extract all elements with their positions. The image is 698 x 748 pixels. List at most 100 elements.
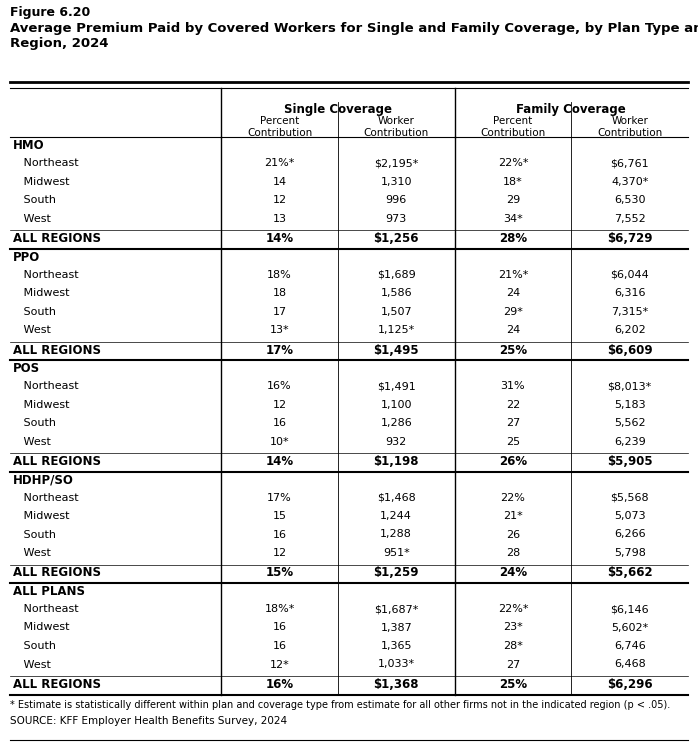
Text: 6,468: 6,468 [614,660,646,669]
Text: 18: 18 [272,288,287,298]
Text: $1,198: $1,198 [373,455,419,468]
Text: West: West [13,213,51,224]
Text: $2,195*: $2,195* [374,158,418,168]
Text: 1,310: 1,310 [380,177,412,186]
Text: Northeast: Northeast [13,492,79,503]
Text: 13: 13 [272,213,287,224]
Text: 16%: 16% [265,678,294,691]
Text: West: West [13,437,51,447]
Text: Midwest: Midwest [13,399,70,409]
Text: Midwest: Midwest [13,622,70,633]
Text: 12: 12 [272,195,287,205]
Text: 12*: 12* [269,660,290,669]
Text: South: South [13,641,56,651]
Text: 1,033*: 1,033* [378,660,415,669]
Text: PPO: PPO [13,251,40,263]
Text: $1,495: $1,495 [373,343,419,357]
Text: ALL PLANS: ALL PLANS [13,585,85,598]
Text: 6,746: 6,746 [614,641,646,651]
Text: South: South [13,418,56,428]
Text: 25%: 25% [499,343,527,357]
Text: 973: 973 [385,213,407,224]
Text: 18%*: 18%* [265,604,295,614]
Text: 24%: 24% [499,566,527,580]
Text: $6,761: $6,761 [610,158,649,168]
Text: $1,256: $1,256 [373,232,419,245]
Text: 21%*: 21%* [498,269,528,280]
Text: 17%: 17% [267,492,292,503]
Text: West: West [13,660,51,669]
Text: 29*: 29* [503,307,523,316]
Text: South: South [13,530,56,539]
Text: 26: 26 [506,530,520,539]
Text: 14%: 14% [265,232,294,245]
Text: 22%*: 22%* [498,604,528,614]
Text: 12: 12 [272,399,287,409]
Text: Northeast: Northeast [13,381,79,391]
Text: 18%: 18% [267,269,292,280]
Text: 34*: 34* [503,213,523,224]
Text: 6,266: 6,266 [614,530,646,539]
Text: ALL REGIONS: ALL REGIONS [13,678,101,691]
Text: 16%: 16% [267,381,292,391]
Text: 17: 17 [272,307,287,316]
Text: Northeast: Northeast [13,604,79,614]
Text: 5,602*: 5,602* [611,622,648,633]
Text: 22%*: 22%* [498,158,528,168]
Text: $5,568: $5,568 [610,492,649,503]
Text: HMO: HMO [13,139,45,152]
Text: 17%: 17% [265,343,294,357]
Text: Midwest: Midwest [13,177,70,186]
Text: West: West [13,325,51,335]
Text: 26%: 26% [499,455,527,468]
Text: South: South [13,195,56,205]
Text: 1,387: 1,387 [380,622,412,633]
Text: Midwest: Midwest [13,288,70,298]
Text: 1,365: 1,365 [380,641,412,651]
Text: 31%: 31% [500,381,526,391]
Text: 1,507: 1,507 [380,307,412,316]
Text: 5,183: 5,183 [614,399,646,409]
Text: SOURCE: KFF Employer Health Benefits Survey, 2024: SOURCE: KFF Employer Health Benefits Sur… [10,717,287,726]
Text: 1,100: 1,100 [380,399,412,409]
Text: $1,259: $1,259 [373,566,419,580]
Text: $1,689: $1,689 [377,269,415,280]
Text: 25%: 25% [499,678,527,691]
Text: 10*: 10* [269,437,290,447]
Text: 23*: 23* [503,622,523,633]
Text: 5,798: 5,798 [614,548,646,558]
Text: 15: 15 [272,511,287,521]
Text: 22: 22 [506,399,520,409]
Text: $6,729: $6,729 [607,232,653,245]
Text: Figure 6.20: Figure 6.20 [10,6,90,19]
Text: 6,530: 6,530 [614,195,646,205]
Text: 1,125*: 1,125* [378,325,415,335]
Text: 16: 16 [272,641,287,651]
Text: $6,146: $6,146 [610,604,649,614]
Text: $1,687*: $1,687* [374,604,418,614]
Text: Percent
Contribution: Percent Contribution [247,116,312,138]
Text: 14: 14 [272,177,287,186]
Text: HDHP/SO: HDHP/SO [13,473,74,486]
Text: 28%: 28% [499,232,527,245]
Text: 1,244: 1,244 [380,511,413,521]
Text: ALL REGIONS: ALL REGIONS [13,232,101,245]
Text: Northeast: Northeast [13,269,79,280]
Text: 16: 16 [272,418,287,428]
Text: 15%: 15% [265,566,294,580]
Text: 25: 25 [506,437,520,447]
Text: Midwest: Midwest [13,511,70,521]
Text: POS: POS [13,362,40,375]
Text: $6,609: $6,609 [607,343,653,357]
Text: 5,562: 5,562 [614,418,646,428]
Text: 22%: 22% [500,492,526,503]
Text: 6,202: 6,202 [614,325,646,335]
Text: 932: 932 [385,437,407,447]
Text: Single Coverage: Single Coverage [284,103,392,116]
Text: 28*: 28* [503,641,523,651]
Text: 27: 27 [506,660,520,669]
Text: 21*: 21* [503,511,523,521]
Text: 29: 29 [506,195,520,205]
Text: $6,296: $6,296 [607,678,653,691]
Text: 13*: 13* [269,325,290,335]
